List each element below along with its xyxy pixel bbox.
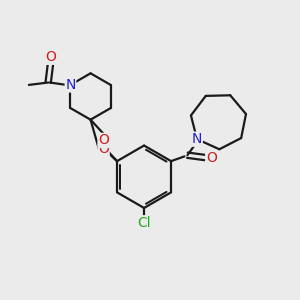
Text: O: O (98, 134, 109, 147)
Text: N: N (192, 132, 202, 146)
Text: Cl: Cl (137, 216, 151, 230)
Text: N: N (65, 78, 76, 92)
Text: O: O (98, 142, 109, 156)
Text: O: O (45, 50, 56, 64)
Text: O: O (206, 151, 217, 165)
